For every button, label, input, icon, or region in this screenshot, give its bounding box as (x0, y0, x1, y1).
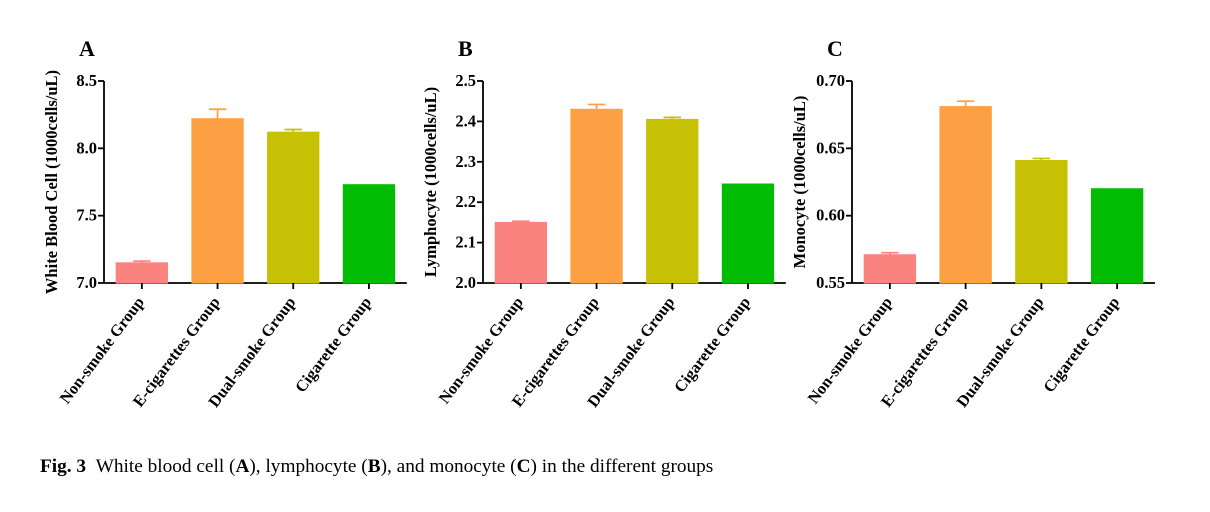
svg-text:7.0: 7.0 (76, 273, 97, 292)
svg-text:7.5: 7.5 (76, 206, 97, 225)
svg-text:White Blood Cell (1000cells/uL: White Blood Cell (1000cells/uL) (42, 70, 61, 294)
svg-text:2.3: 2.3 (455, 152, 476, 171)
svg-text:Cigarette Group: Cigarette Group (1039, 293, 1123, 396)
svg-text:2.1: 2.1 (455, 233, 476, 252)
svg-text:2.0: 2.0 (455, 273, 476, 292)
svg-text:2.5: 2.5 (455, 71, 476, 90)
svg-text:Non-smoke Group: Non-smoke Group (434, 293, 527, 407)
svg-text:8.5: 8.5 (76, 71, 97, 90)
svg-text:0.60: 0.60 (816, 206, 845, 225)
svg-text:Monocyte (1000cells/uL): Monocyte (1000cells/uL) (790, 96, 809, 269)
svg-text:0.55: 0.55 (816, 273, 845, 292)
svg-text:Lymphocyte (1000cells/uL): Lymphocyte (1000cells/uL) (421, 87, 440, 277)
svg-text:0.65: 0.65 (816, 138, 845, 157)
svg-text:C: C (827, 36, 843, 61)
svg-text:0.70: 0.70 (816, 71, 845, 90)
svg-text:2.4: 2.4 (455, 111, 476, 130)
svg-text:A: A (79, 36, 95, 61)
svg-text:2.2: 2.2 (455, 192, 476, 211)
svg-text:Non-smoke Group: Non-smoke Group (55, 293, 148, 407)
svg-text:8.0: 8.0 (76, 138, 97, 157)
svg-text:Non-smoke Group: Non-smoke Group (803, 293, 896, 407)
svg-text:Cigarette Group: Cigarette Group (291, 293, 375, 396)
svg-text:B: B (458, 36, 473, 61)
svg-text:Cigarette Group: Cigarette Group (670, 293, 754, 396)
